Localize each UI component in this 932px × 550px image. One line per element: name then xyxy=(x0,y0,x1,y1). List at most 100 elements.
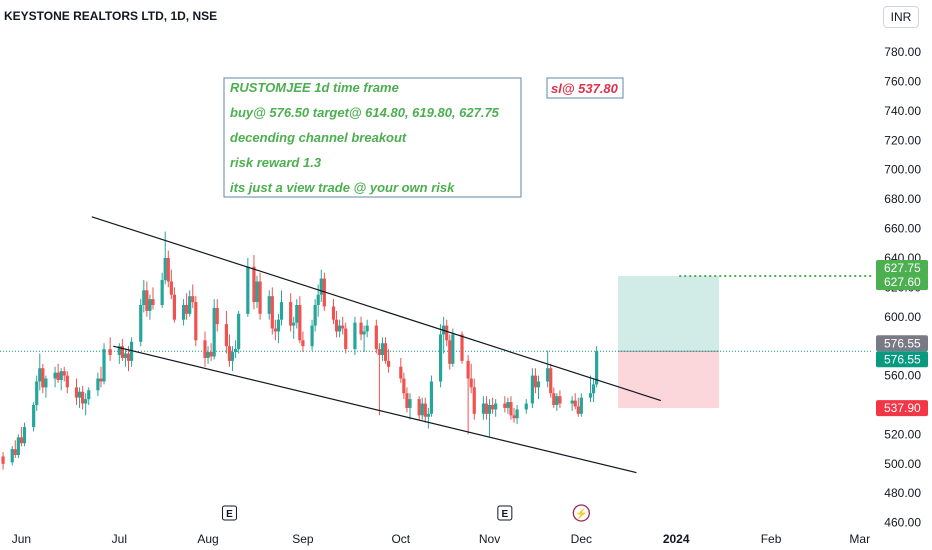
candle-body xyxy=(445,325,449,341)
candle-body xyxy=(53,372,57,379)
candle-body xyxy=(298,305,302,341)
price-tag-last xyxy=(876,351,928,368)
candle-body xyxy=(227,346,232,361)
candle-body xyxy=(319,278,323,295)
candle-body xyxy=(494,403,498,410)
note-line: its just a view trade @ your own risk xyxy=(230,180,455,195)
candle-body xyxy=(316,294,320,305)
candle-body xyxy=(595,351,599,385)
candle-body xyxy=(438,334,443,382)
candle-body xyxy=(185,305,189,314)
candle-body xyxy=(331,306,336,320)
candle-body xyxy=(123,353,128,358)
candle-body xyxy=(16,437,20,455)
candle-body xyxy=(359,322,363,335)
candle-body xyxy=(295,305,299,323)
candle-body xyxy=(41,368,45,388)
note-box[interactable]: RUSTOMJEE 1d time frame buy@ 576.50 targ… xyxy=(223,77,522,198)
time-tick-label: Oct xyxy=(391,532,410,546)
candle-body xyxy=(59,371,63,380)
stop-loss-label: sl@ 537.80 xyxy=(551,81,619,96)
candle-body xyxy=(10,449,14,463)
candle-body xyxy=(429,381,434,414)
time-tick-label: Feb xyxy=(761,532,782,546)
candle-body xyxy=(334,319,339,332)
price-tag-label: 627.60 xyxy=(884,275,921,289)
candle-body xyxy=(365,325,369,332)
candle-body xyxy=(377,349,381,355)
price-tag-label: 537.90 xyxy=(884,401,921,415)
time-axis[interactable]: Jun Jul Aug Sep Oct Nov Dec 2024 Feb Mar xyxy=(12,532,870,546)
candle-body xyxy=(417,399,421,416)
price-tick-label: 740.00 xyxy=(884,104,921,118)
candle-body xyxy=(99,378,103,382)
candle-body xyxy=(426,413,430,417)
candle-body xyxy=(383,343,388,361)
candle-body xyxy=(206,352,210,358)
candle-body xyxy=(591,384,596,394)
candle-body xyxy=(530,375,534,404)
candle-body xyxy=(145,290,149,311)
candle-body xyxy=(96,378,100,391)
candle-body xyxy=(402,378,406,394)
candle-body xyxy=(469,378,473,388)
candle-body xyxy=(215,307,219,325)
candle-body xyxy=(292,322,296,326)
candle-body xyxy=(126,353,131,361)
candle-body xyxy=(188,296,192,314)
stop-loss-note[interactable]: sl@ 537.80 xyxy=(546,77,624,99)
candle-body xyxy=(22,427,27,444)
candle-body xyxy=(423,403,427,417)
time-tick-label: Jun xyxy=(12,532,31,546)
loss-zone[interactable] xyxy=(618,351,720,409)
candle-body xyxy=(524,403,528,410)
candle-body xyxy=(230,352,235,361)
candle-body xyxy=(44,378,48,388)
candle-body xyxy=(148,299,152,311)
candle-body xyxy=(420,403,424,416)
candle-body xyxy=(77,391,82,398)
candle-body xyxy=(65,375,69,388)
price-tag-target xyxy=(876,274,928,291)
channel-lines xyxy=(91,216,662,474)
price-tick-label: 500.00 xyxy=(884,457,921,471)
price-tag-target xyxy=(876,259,928,276)
candles-group xyxy=(1,231,599,470)
price-tag-entry xyxy=(876,335,928,352)
candle-body xyxy=(87,390,91,400)
channel-upper-line xyxy=(91,216,662,402)
candle-body xyxy=(515,409,519,419)
candle-body xyxy=(555,396,559,405)
candle-body xyxy=(120,346,124,358)
candle-body xyxy=(169,281,173,295)
candle-body xyxy=(1,456,5,464)
candle-body xyxy=(484,403,489,414)
candle-body xyxy=(172,294,176,320)
candle-body xyxy=(310,325,314,347)
candle-body xyxy=(56,372,60,380)
profit-zone[interactable] xyxy=(618,275,720,352)
events-row: E E ⚡ xyxy=(221,504,590,522)
candle-body xyxy=(588,393,593,398)
time-tick-label: Sep xyxy=(292,532,314,546)
candle-body xyxy=(301,340,305,347)
currency-button[interactable]: INR xyxy=(883,6,919,28)
candle-body xyxy=(38,368,42,382)
candle-body xyxy=(506,402,510,408)
price-tag-label: 576.55 xyxy=(884,336,921,350)
candle-body xyxy=(246,266,250,314)
candle-body xyxy=(380,343,385,355)
candle-body xyxy=(224,324,229,347)
candle-body xyxy=(362,331,366,335)
candle-body xyxy=(338,325,342,332)
candle-body xyxy=(279,302,284,320)
candle-body xyxy=(546,368,550,382)
price-tick-label: 460.00 xyxy=(884,516,921,530)
candle-body xyxy=(252,266,256,303)
candle-body xyxy=(289,302,293,326)
candle-body xyxy=(32,405,36,428)
candle-body xyxy=(160,280,164,305)
candle-body xyxy=(129,341,134,361)
